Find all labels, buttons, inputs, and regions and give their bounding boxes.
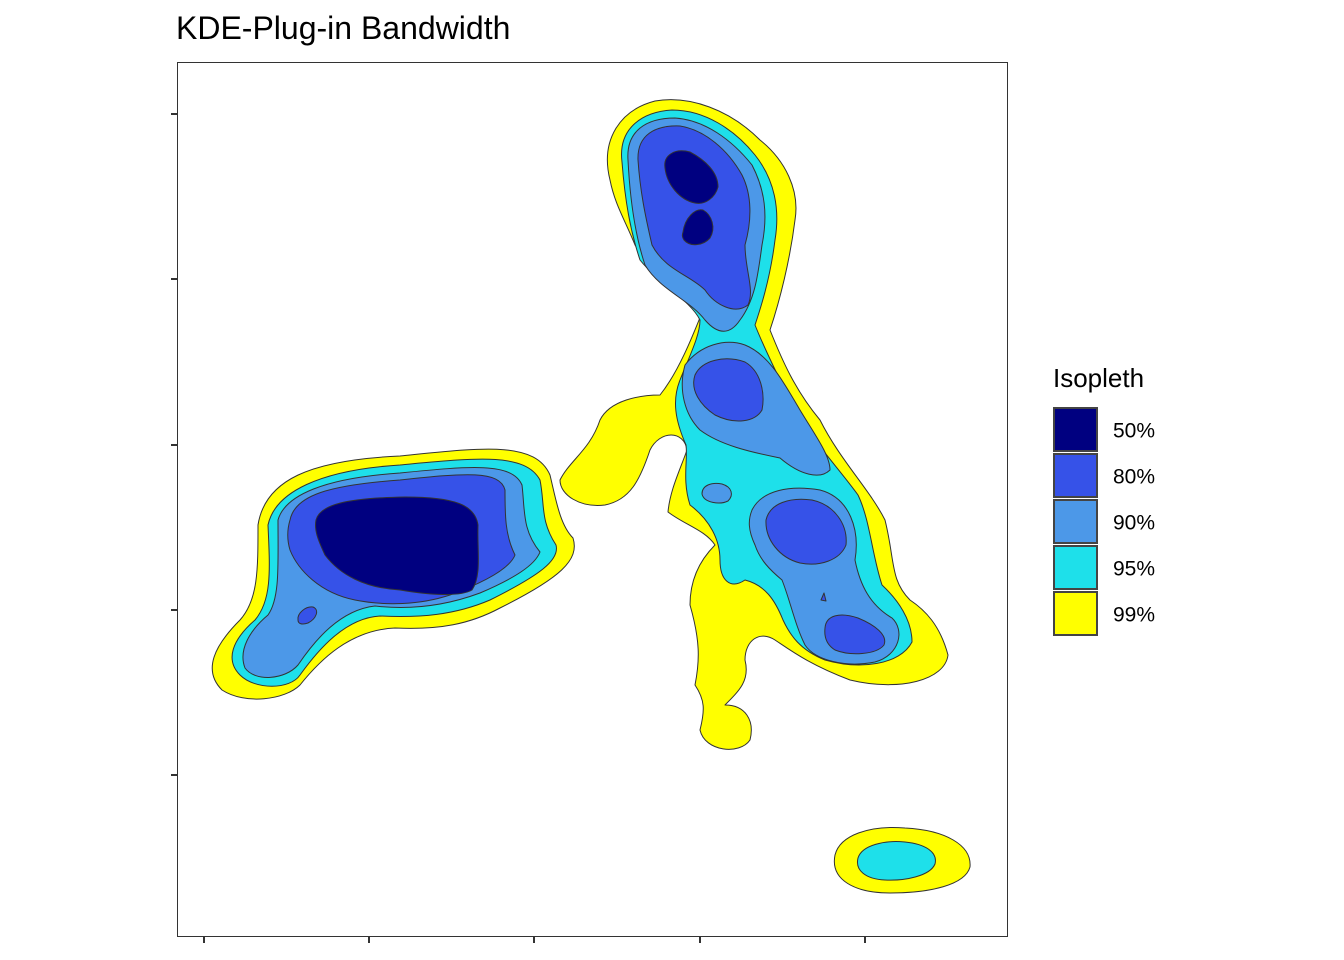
legend-label-95-pct: 95% [1113, 558, 1155, 581]
chart-title: KDE-Plug-in Bandwidth [176, 10, 510, 46]
legend-label-90-pct: 90% [1113, 512, 1155, 535]
legend-title: Isopleth [1053, 363, 1144, 393]
contour-80-left-small [297, 606, 318, 625]
contour-95-bottom-right [856, 841, 936, 881]
legend-key-99-pct [1053, 591, 1098, 636]
legend: Isopleth 50% 80% 90% 95% 99% [1053, 363, 1155, 636]
legend-label-80-pct: 80% [1113, 466, 1155, 489]
legend-label-50-pct: 50% [1113, 420, 1155, 443]
isopleth-50-group [315, 150, 719, 596]
contour-90-small [701, 482, 732, 504]
legend-label-99-pct: 99% [1113, 604, 1155, 627]
contour-layer [211, 99, 971, 894]
contour-80-speck [820, 592, 827, 602]
legend-key-95-pct [1053, 545, 1098, 590]
contour-80-middle [693, 358, 764, 422]
y-axis [171, 113, 177, 776]
legend-entries: 50% 80% 90% 95% 99% [1053, 407, 1155, 636]
contour-80-lower-right [765, 498, 847, 565]
legend-key-90-pct [1053, 499, 1098, 544]
contour-50-upper-bottom [681, 209, 714, 246]
legend-key-80-pct [1053, 453, 1098, 498]
legend-key-50-pct [1053, 407, 1098, 452]
contour-50-left [315, 496, 479, 596]
contour-80-bottom-right [824, 614, 886, 655]
contour-50-upper-top [664, 150, 719, 204]
x-axis [203, 937, 866, 943]
